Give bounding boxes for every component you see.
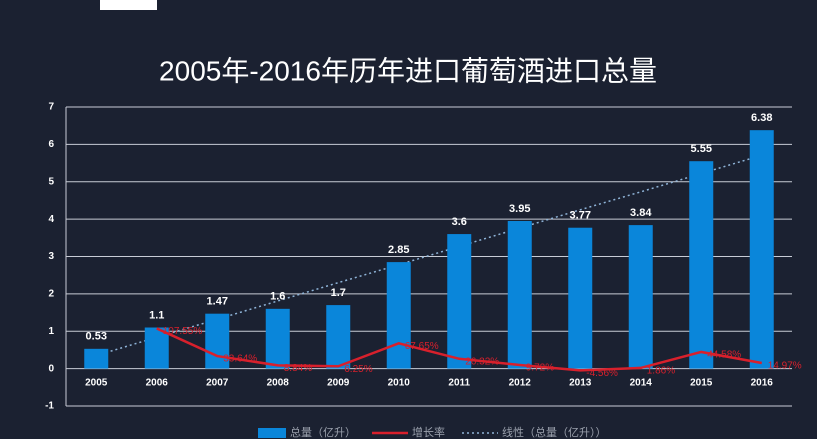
bar-value-label: 6.38 — [751, 112, 772, 124]
line-value-label: 9.72% — [526, 363, 554, 374]
y-tick-label: 2 — [48, 289, 54, 300]
y-tick-label: 1 — [48, 326, 54, 337]
legend-label: 增长率 — [412, 425, 445, 439]
legend-label: 总量（亿升） — [290, 425, 356, 439]
x-tick-label: 2009 — [327, 377, 350, 388]
bar-value-label: 2.85 — [388, 244, 409, 256]
y-tick-label: -1 — [45, 401, 54, 412]
y-tick-label: 7 — [48, 102, 54, 113]
bar — [144, 327, 169, 369]
artifact — [100, 0, 157, 10]
bar — [447, 234, 472, 369]
bar-value-label: 3.95 — [509, 203, 530, 215]
bar — [628, 225, 653, 369]
y-tick-label: 6 — [48, 139, 54, 150]
x-tick-label: 2008 — [267, 377, 290, 388]
line-value-label: 1.86% — [647, 366, 675, 377]
line-value-label: 33.64% — [223, 354, 257, 365]
line-value-label: 67.65% — [405, 341, 439, 352]
x-tick-label: 2013 — [569, 377, 592, 388]
x-tick-label: 2005 — [85, 377, 108, 388]
x-tick-label: 2015 — [690, 377, 713, 388]
line-value-label: 6.25% — [344, 364, 372, 375]
bar — [326, 305, 351, 369]
bar-value-label: 1.6 — [270, 291, 285, 303]
bar — [749, 130, 774, 369]
bar-value-label: 1.1 — [149, 309, 164, 321]
line-value-label: 26.32% — [465, 356, 499, 367]
line-value-label: -4.56% — [586, 368, 618, 379]
bar-value-label: 5.55 — [691, 143, 712, 155]
line-value-label: 44.58% — [707, 350, 741, 361]
x-tick-label: 2006 — [146, 377, 169, 388]
x-tick-label: 2011 — [448, 377, 470, 388]
x-tick-label: 2014 — [630, 377, 653, 388]
bar-value-label: 0.53 — [86, 331, 107, 343]
bar — [689, 161, 714, 369]
bar — [386, 262, 411, 369]
bar — [84, 348, 109, 369]
legend-swatch — [258, 428, 286, 438]
bar-value-label: 1.7 — [331, 287, 346, 299]
bar — [205, 313, 230, 369]
bar-value-label: 1.47 — [207, 296, 228, 308]
bar — [507, 220, 532, 369]
x-tick-label: 2007 — [206, 377, 229, 388]
y-tick-label: 3 — [48, 251, 54, 262]
chart-title: 2005年-2016年历年进口葡萄酒进口总量 — [159, 55, 657, 86]
bar-value-label: 3.84 — [630, 207, 652, 219]
growth-line — [156, 327, 762, 372]
x-tick-label: 2012 — [509, 377, 532, 388]
y-tick-label: 0 — [48, 363, 54, 374]
bar-value-label: 3.6 — [452, 216, 467, 228]
y-tick-label: 4 — [48, 214, 54, 225]
x-tick-label: 2010 — [388, 377, 411, 388]
bar — [568, 227, 593, 369]
line-value-label: 107.55% — [163, 326, 203, 337]
legend-label: 线性（总量（亿升）） — [502, 425, 607, 439]
y-tick-label: 5 — [48, 176, 54, 187]
line-value-label: 8.84% — [284, 363, 312, 374]
bar — [265, 308, 290, 369]
x-tick-label: 2016 — [751, 377, 774, 388]
bar-value-label: 3.77 — [570, 210, 591, 222]
line-value-label: 14.97% — [768, 361, 802, 372]
